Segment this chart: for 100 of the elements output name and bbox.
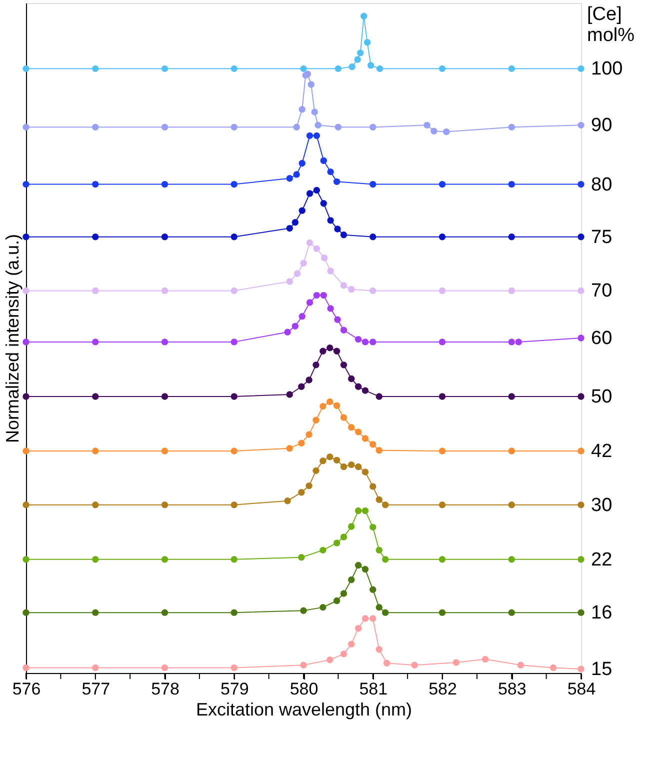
series-label: 80 xyxy=(591,174,612,196)
point xyxy=(230,65,238,72)
point xyxy=(306,132,314,140)
point xyxy=(452,659,460,666)
point xyxy=(92,65,99,72)
point xyxy=(306,239,314,246)
point xyxy=(515,338,522,346)
point xyxy=(320,348,326,354)
point xyxy=(508,501,515,508)
point xyxy=(298,207,306,214)
point xyxy=(438,233,446,240)
point xyxy=(340,362,348,368)
point xyxy=(508,448,515,454)
point xyxy=(312,416,320,424)
x-axis-title: Excitation wavelength (nm) xyxy=(196,700,412,720)
point xyxy=(92,393,99,400)
point xyxy=(508,393,515,400)
point xyxy=(340,282,348,289)
series-label: 75 xyxy=(591,226,612,248)
point xyxy=(354,428,362,436)
point xyxy=(308,81,314,88)
point xyxy=(340,590,348,597)
point xyxy=(300,260,307,266)
point xyxy=(348,63,356,70)
point xyxy=(92,233,99,240)
point xyxy=(578,393,584,400)
point xyxy=(578,501,584,508)
point xyxy=(508,124,515,130)
point xyxy=(230,180,238,188)
point xyxy=(348,286,355,293)
point xyxy=(348,375,355,382)
point xyxy=(578,122,584,129)
point xyxy=(333,540,340,546)
point xyxy=(508,287,515,294)
point xyxy=(382,501,389,508)
point xyxy=(578,666,584,672)
point xyxy=(230,609,238,616)
point xyxy=(376,646,382,653)
point xyxy=(550,664,557,672)
point xyxy=(340,414,348,421)
point xyxy=(286,278,293,285)
point xyxy=(306,482,312,490)
point xyxy=(340,232,348,238)
point xyxy=(383,660,390,666)
point xyxy=(376,65,384,72)
point xyxy=(370,233,376,240)
point xyxy=(286,391,293,398)
point xyxy=(161,180,168,188)
point xyxy=(333,456,340,464)
point xyxy=(334,316,341,323)
point xyxy=(362,387,369,394)
point xyxy=(312,467,320,474)
point xyxy=(230,287,238,294)
point xyxy=(22,664,30,672)
point xyxy=(286,224,293,232)
series-label: 15 xyxy=(591,659,612,680)
point xyxy=(306,299,314,306)
point xyxy=(320,254,328,262)
point xyxy=(313,132,320,140)
point xyxy=(348,523,355,530)
point xyxy=(370,338,376,346)
x-tick-label: 578 xyxy=(151,680,180,698)
x-tick-label: 580 xyxy=(290,680,318,698)
series-label: 16 xyxy=(591,602,612,624)
point xyxy=(326,656,334,664)
point xyxy=(354,383,362,390)
point xyxy=(517,662,524,668)
point xyxy=(22,180,30,188)
point xyxy=(430,128,438,134)
point xyxy=(313,245,320,252)
point xyxy=(578,287,584,294)
point xyxy=(298,160,306,167)
point xyxy=(230,233,238,240)
point xyxy=(320,604,326,611)
point xyxy=(161,609,168,616)
point xyxy=(161,448,168,454)
x-tick-label: 577 xyxy=(82,680,110,698)
point xyxy=(320,546,326,554)
point xyxy=(578,180,584,188)
point xyxy=(340,463,348,470)
point xyxy=(508,338,515,346)
point xyxy=(300,662,307,668)
point xyxy=(92,448,99,454)
point xyxy=(306,431,312,438)
point xyxy=(348,576,355,584)
x-tick-label: 576 xyxy=(12,680,41,698)
point xyxy=(292,219,299,226)
point xyxy=(578,334,584,342)
point xyxy=(362,507,369,514)
point xyxy=(306,190,314,197)
point xyxy=(443,128,450,136)
series-label: 50 xyxy=(591,386,612,408)
point xyxy=(364,39,371,46)
x-tick-label: 584 xyxy=(567,680,596,698)
point xyxy=(326,454,334,460)
point xyxy=(22,338,30,346)
point xyxy=(327,268,334,274)
point xyxy=(161,287,168,294)
point xyxy=(360,12,368,20)
point xyxy=(320,200,327,207)
